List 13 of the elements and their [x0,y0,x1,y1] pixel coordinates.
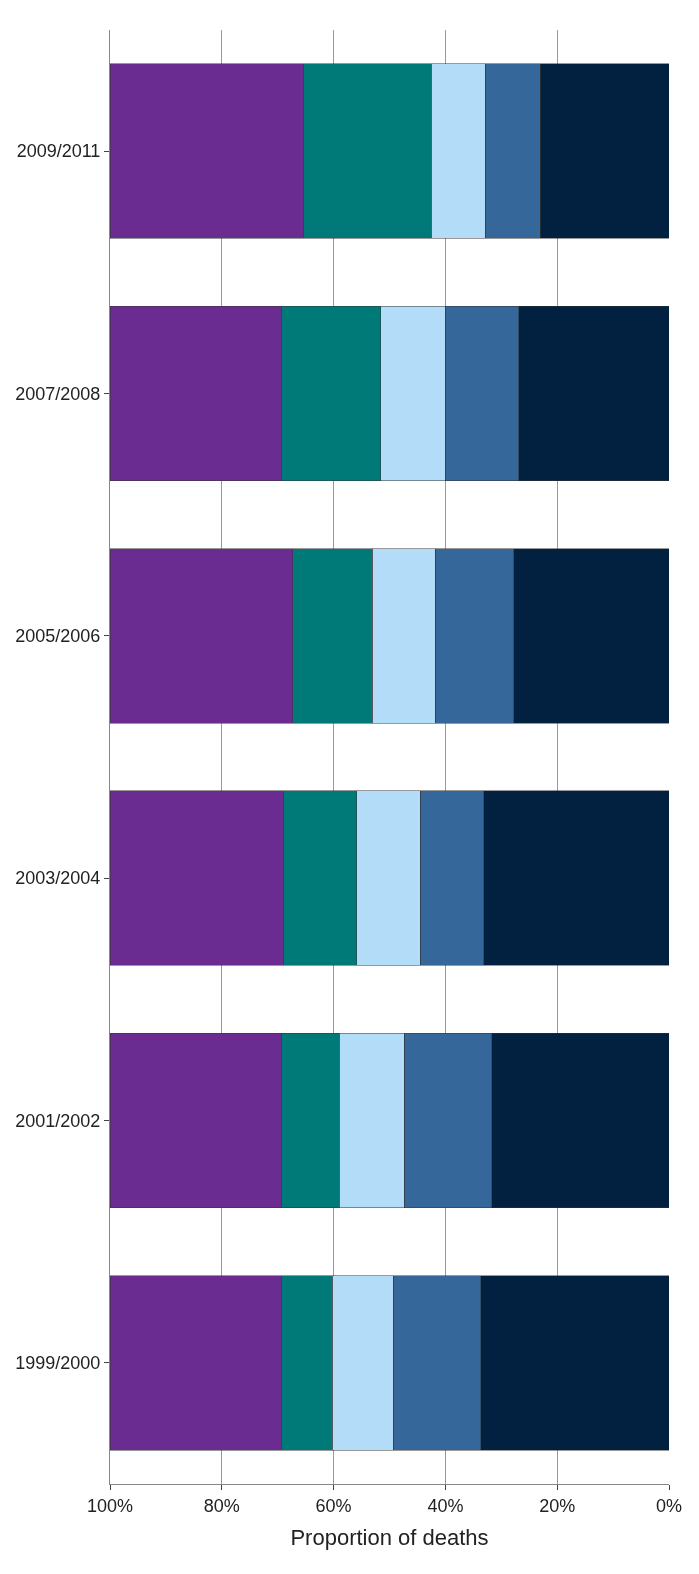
x-tick-label: 40% [427,1495,464,1516]
x-tick-label: 80% [203,1495,240,1516]
y-tick-label: 1999/2000 [15,1353,101,1374]
x-tick-label: 100% [86,1495,134,1516]
y-tick-label: 2009/2011 [16,141,101,162]
x-tick-label: 0% [655,1495,683,1516]
y-tick-label: 2005/2006 [15,626,101,647]
x-tick-label: 20% [539,1495,576,1516]
x-axis-title: Proportion of deaths [290,1525,489,1551]
y-tick-label: 2001/2002 [15,1110,101,1131]
y-tick-label: 2007/2008 [15,383,101,404]
x-tick-label: 60% [315,1495,352,1516]
y-tick-label: 2003/2004 [15,868,101,889]
